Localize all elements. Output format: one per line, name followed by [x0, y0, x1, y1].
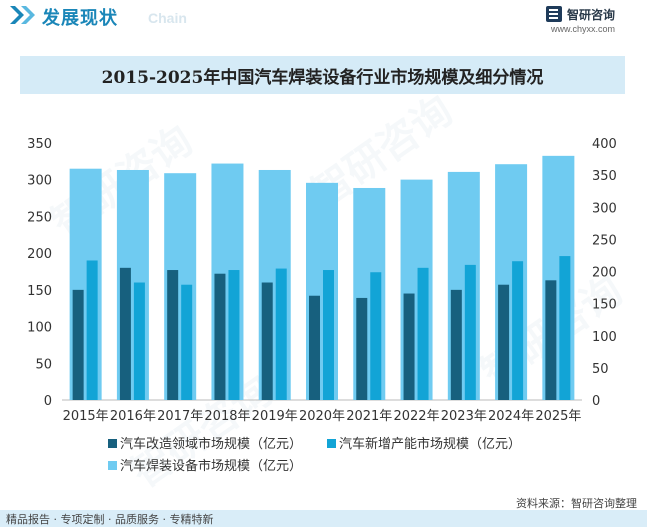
section-subtitle: Chain — [148, 10, 187, 26]
brand-mark-icon — [546, 6, 562, 22]
bar-retrofit-market — [450, 289, 462, 400]
bar-new-capacity-market — [86, 260, 98, 400]
left-axis-tick-label: 50 — [35, 357, 52, 372]
bar-new-capacity-market — [228, 270, 240, 400]
left-axis-tick-label: 250 — [27, 210, 52, 225]
header: 发展现状 Chain 智研咨询 www.chyxx.com — [0, 0, 647, 40]
right-axis-tick-label: 400 — [592, 137, 617, 152]
footer-text: 精品报告 · 专项定制 · 品质服务 · 专精特新 — [6, 513, 214, 526]
brand-logo: 智研咨询 www.chyxx.com — [545, 5, 641, 39]
right-axis-tick-label: 100 — [592, 330, 617, 345]
left-axis-tick-label: 100 — [27, 321, 52, 336]
legend-swatch — [108, 439, 117, 448]
bar-new-capacity-market — [275, 268, 287, 400]
left-axis-tick-label: 0 — [44, 394, 52, 409]
right-axis-tick-label: 0 — [592, 394, 600, 409]
x-axis-tick-label: 2023年 — [441, 409, 487, 424]
right-axis-tick-label: 150 — [592, 298, 617, 313]
right-axis-tick-label: 200 — [592, 266, 617, 281]
double-chevron-icon — [10, 6, 35, 24]
bar-retrofit-market — [119, 267, 131, 400]
brand-url: www.chyxx.com — [551, 24, 616, 34]
left-axis-tick-label: 350 — [27, 137, 52, 152]
legend-swatch — [327, 439, 336, 448]
bar-retrofit-market — [261, 282, 273, 400]
right-axis-tick-label: 350 — [592, 169, 617, 184]
legend-swatch — [108, 461, 117, 470]
bar-retrofit-market — [214, 273, 226, 400]
section-title: 发展现状 — [42, 8, 118, 29]
bar-retrofit-market — [356, 297, 368, 400]
footer-bar: 精品报告 · 专项定制 · 品质服务 · 专精特新 — [0, 510, 647, 527]
bar-retrofit-market — [498, 284, 510, 400]
x-axis-tick-label: 2019年 — [252, 409, 298, 424]
bar-chart: 0 50 100 150 200 250 300 350 0 50 100 150 200 250 300 3… — [27, 137, 617, 474]
bar-new-capacity-market — [370, 272, 382, 400]
bar-new-capacity-market — [512, 261, 524, 400]
x-axis-tick-label: 2024年 — [488, 409, 534, 424]
x-axis-tick-label: 2015年 — [63, 409, 109, 424]
x-axis-tick-label: 2016年 — [110, 409, 156, 424]
bar-new-capacity-market — [323, 270, 334, 400]
x-axis-tick-label: 2021年 — [346, 409, 392, 424]
bar-new-capacity-market — [559, 256, 571, 400]
right-axis-tick-label: 250 — [592, 233, 617, 248]
bar-new-capacity-market — [133, 282, 145, 400]
bar-retrofit-market — [167, 270, 179, 400]
x-axis-tick-label: 2018年 — [204, 409, 250, 424]
chart-title: 2015-2025年中国汽车焊装设备行业市场规模及细分情况 — [101, 67, 544, 88]
right-axis-tick-label: 50 — [592, 362, 609, 377]
bar-new-capacity-market — [464, 264, 476, 400]
left-axis-tick-label: 200 — [27, 247, 52, 262]
x-axis-tick-label: 2020年 — [299, 409, 345, 424]
bar-new-capacity-market — [417, 267, 429, 400]
bar-retrofit-market — [403, 293, 415, 400]
bar-retrofit-market — [72, 289, 84, 400]
brand-name: 智研咨询 — [567, 8, 616, 22]
x-axis-tick-label: 2025年 — [535, 409, 581, 424]
right-axis-tick-label: 300 — [592, 201, 617, 216]
legend-label: 汽车新增产能市场规模（亿元） — [339, 436, 521, 452]
bar-retrofit-market — [545, 280, 557, 400]
data-source: 资料来源：智研咨询整理 — [516, 497, 637, 510]
bar-new-capacity-market — [181, 284, 193, 400]
left-axis-tick-label: 150 — [27, 284, 52, 299]
chart-title-band: 2015-2025年中国汽车焊装设备行业市场规模及细分情况 — [20, 56, 625, 94]
x-axis-tick-label: 2017年 — [157, 409, 203, 424]
x-axis-tick-label: 2022年 — [393, 409, 439, 424]
left-axis-tick-label: 300 — [27, 174, 52, 189]
legend-label: 汽车焊装设备市场规模（亿元） — [120, 458, 302, 474]
legend-label: 汽车改造领域市场规模（亿元） — [120, 436, 302, 452]
bar-retrofit-market — [309, 295, 320, 400]
